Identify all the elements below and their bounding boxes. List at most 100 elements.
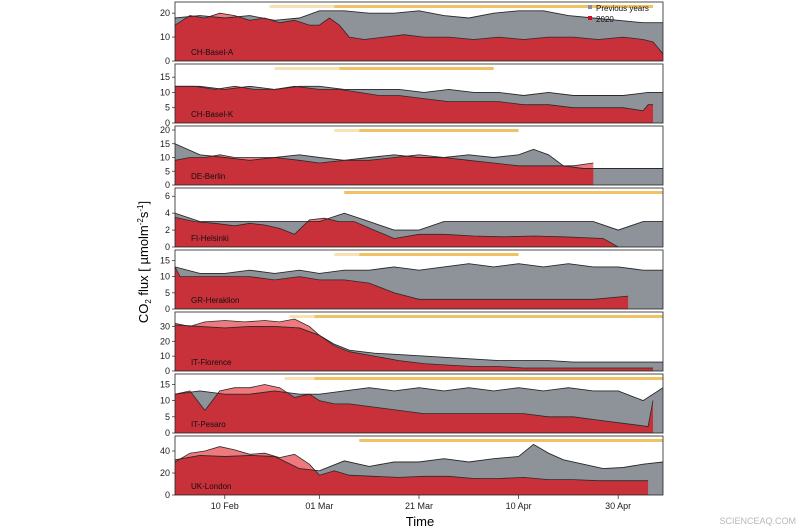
series-previous-line: [175, 10, 663, 24]
y-tick-label: 20: [160, 468, 170, 478]
y-axis-title-mu: µ: [136, 257, 151, 265]
site-label: FI-Helsinki: [191, 234, 229, 243]
panel-de-berlin: 0 5 10 15 20 DE-Berlin: [160, 125, 664, 190]
lockdown-light-bar: [284, 377, 315, 380]
legend-label-2020: 2020: [596, 15, 614, 24]
y-axis-title-b: flux [: [136, 265, 151, 300]
series-2020-area: [175, 156, 594, 185]
panel-it-florence: 0 10 20 30 IT-Florence: [160, 311, 664, 376]
y-axis-title: CO2 flux [ µmolm-2s-1]: [136, 201, 153, 323]
lockdown-strong-bar: [314, 377, 663, 380]
series-previous-line: [175, 85, 663, 96]
series-2020-line: [175, 154, 594, 167]
y-tick-label: 2: [165, 225, 170, 235]
site-label: CH-Basel-A: [191, 48, 234, 57]
y-tick-label: 0: [165, 366, 170, 376]
lockdown-light-bar: [334, 129, 360, 132]
series-2020-area: [175, 266, 629, 309]
legend-swatch-2020: [588, 16, 592, 20]
lockdown-strong-bar: [359, 253, 519, 256]
y-tick-label: 10: [160, 32, 170, 42]
y-axis-title-sub: 2: [144, 299, 153, 304]
x-tick-label: 10 Apr: [506, 501, 532, 511]
series-2020-line: [175, 12, 663, 55]
panel-plot-area: [175, 315, 663, 371]
site-label: CH-Basel-K: [191, 110, 234, 119]
lockdown-strong-bar: [339, 67, 494, 70]
series-previous-line: [175, 324, 663, 363]
panel-plot-area: [175, 253, 663, 309]
x-tick-label: 21 Mar: [405, 501, 433, 511]
watermark: SCIENCEAQ.COM: [719, 516, 796, 526]
y-axis-title-c: molm: [136, 225, 151, 257]
series-2020-line: [175, 384, 654, 427]
series-2020-area: [175, 324, 654, 371]
y-tick-label: 10: [160, 153, 170, 163]
legend-swatch-previous: [588, 5, 592, 9]
series-2020-area: [175, 16, 663, 61]
panel-plot-area: [175, 5, 663, 61]
y-axis-title-d: s: [136, 211, 151, 218]
panel-ch-basel-k: 0 5 10 15 CH-Basel-K: [160, 63, 664, 128]
y-tick-label: 0: [165, 304, 170, 314]
panel-uk-london: 0 20 40 UK-London: [160, 435, 664, 500]
panel-ch-basel-a: 0 10 20 CH-Basel-A: [160, 1, 664, 66]
series-2020-line: [175, 318, 653, 369]
y-tick-label: 15: [160, 255, 170, 265]
y-axis-title-sup2: -1: [136, 204, 145, 212]
lockdown-strong-bar: [359, 439, 663, 442]
series-previous-line: [175, 387, 663, 402]
series-previous-line: [175, 263, 663, 274]
y-tick-label: 10: [160, 351, 170, 361]
panel-plot-area: [175, 191, 663, 247]
panels-group: 01020CH-Basel-A051015CH-Basel-K05101520D…: [160, 1, 664, 500]
y-tick-label: 4: [165, 208, 170, 218]
y-tick-label: 15: [160, 72, 170, 82]
y-tick-label: 10: [160, 87, 170, 97]
lockdown-strong-bar: [334, 5, 654, 8]
y-tick-label: 40: [160, 446, 170, 456]
panel-frame: [174, 63, 664, 124]
y-tick-label: 5: [165, 103, 170, 113]
site-label: UK-London: [191, 482, 231, 491]
lockdown-light-bar: [274, 67, 340, 70]
site-label: IT-Florence: [191, 358, 232, 367]
site-label: IT-Pesaro: [191, 420, 226, 429]
legend: Previous years 2020: [588, 4, 649, 24]
x-tick-label: 01 Mar: [305, 501, 333, 511]
panel-plot-area: [175, 67, 663, 123]
y-tick-label: 10: [160, 272, 170, 282]
y-tick-label: 20: [160, 336, 170, 346]
lockdown-light-bar: [289, 315, 315, 318]
panel-frame: [174, 125, 664, 186]
panel-frame: [174, 373, 664, 434]
y-tick-label: 15: [160, 379, 170, 389]
series-2020-area: [175, 390, 654, 433]
y-tick-label: 0: [165, 56, 170, 66]
y-tick-label: 30: [160, 321, 170, 331]
y-tick-label: 0: [165, 428, 170, 438]
panel-fi-helsinki: 0 2 4 6 FI-Helsinki: [165, 187, 664, 252]
y-tick-label: 6: [165, 191, 170, 201]
series-2020-line: [175, 266, 629, 300]
legend-label-previous: Previous years: [596, 4, 649, 13]
series-previous-line: [175, 212, 663, 231]
y-tick-label: 5: [165, 288, 170, 298]
y-tick-label: 0: [165, 118, 170, 128]
lockdown-light-bar: [334, 253, 360, 256]
y-tick-label: 5: [165, 166, 170, 176]
panel-plot-area: [175, 377, 663, 433]
lockdown-strong-bar: [359, 129, 519, 132]
panel-frame: [174, 1, 664, 62]
y-tick-label: 0: [165, 490, 170, 500]
lockdown-strong-bar: [344, 191, 663, 194]
y-tick-label: 5: [165, 412, 170, 422]
series-2020-line: [175, 85, 653, 112]
series-previous-line: [175, 443, 663, 472]
series-2020-line: [175, 217, 619, 247]
x-tick-label: 10 Feb: [211, 501, 239, 511]
y-tick-label: 0: [165, 180, 170, 190]
panel-frame: [174, 187, 664, 248]
lockdown-light-bar: [269, 5, 335, 8]
